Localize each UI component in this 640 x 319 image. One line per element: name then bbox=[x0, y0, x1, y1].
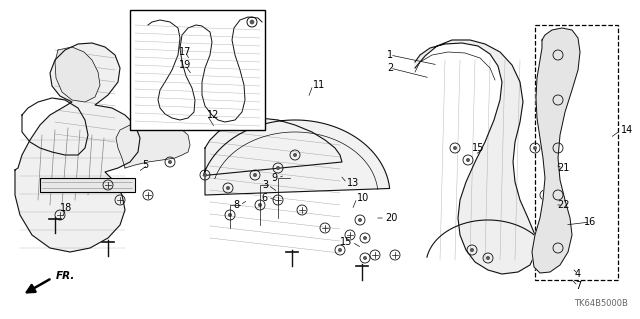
Circle shape bbox=[358, 218, 362, 222]
Text: 14: 14 bbox=[621, 125, 633, 135]
Polygon shape bbox=[15, 43, 140, 252]
Text: 16: 16 bbox=[584, 217, 596, 227]
Polygon shape bbox=[532, 28, 580, 273]
Text: 9: 9 bbox=[272, 173, 278, 183]
Text: 8: 8 bbox=[234, 200, 240, 210]
Text: 17: 17 bbox=[179, 47, 191, 57]
Circle shape bbox=[293, 153, 297, 157]
Circle shape bbox=[276, 166, 280, 170]
Circle shape bbox=[203, 173, 207, 177]
Bar bbox=[130, 10, 265, 130]
Polygon shape bbox=[55, 47, 100, 102]
Text: 20: 20 bbox=[385, 213, 397, 223]
Circle shape bbox=[543, 250, 547, 254]
Circle shape bbox=[466, 158, 470, 162]
Bar bbox=[40, 178, 135, 192]
Circle shape bbox=[253, 173, 257, 177]
Circle shape bbox=[226, 186, 230, 190]
Circle shape bbox=[258, 203, 262, 207]
Circle shape bbox=[338, 248, 342, 252]
Text: FR.: FR. bbox=[56, 271, 76, 281]
Circle shape bbox=[363, 256, 367, 260]
Text: 12: 12 bbox=[207, 110, 220, 120]
Text: 3: 3 bbox=[262, 180, 268, 190]
Text: 18: 18 bbox=[60, 203, 72, 213]
Polygon shape bbox=[116, 122, 190, 168]
Text: 1: 1 bbox=[387, 50, 393, 60]
Text: 21: 21 bbox=[557, 163, 569, 173]
Text: 10: 10 bbox=[357, 193, 369, 203]
Text: 4: 4 bbox=[575, 269, 581, 279]
Circle shape bbox=[363, 236, 367, 240]
Polygon shape bbox=[415, 40, 536, 274]
Circle shape bbox=[250, 20, 254, 24]
Circle shape bbox=[486, 256, 490, 260]
Text: 15: 15 bbox=[340, 237, 352, 247]
Polygon shape bbox=[204, 118, 390, 195]
Circle shape bbox=[543, 193, 547, 197]
Circle shape bbox=[533, 146, 537, 150]
Text: 7: 7 bbox=[575, 281, 581, 291]
Text: 22: 22 bbox=[557, 200, 569, 210]
Text: 5: 5 bbox=[141, 160, 148, 170]
Circle shape bbox=[168, 160, 172, 164]
Text: 6: 6 bbox=[262, 193, 268, 203]
Text: 2: 2 bbox=[387, 63, 393, 73]
Circle shape bbox=[470, 248, 474, 252]
Text: TK64B5000B: TK64B5000B bbox=[574, 299, 628, 308]
Circle shape bbox=[228, 213, 232, 217]
Text: 11: 11 bbox=[313, 80, 325, 90]
Text: 19: 19 bbox=[179, 60, 191, 70]
Text: 13: 13 bbox=[347, 178, 359, 188]
Circle shape bbox=[453, 146, 457, 150]
Text: 15: 15 bbox=[472, 143, 484, 153]
Bar bbox=[535, 25, 618, 280]
